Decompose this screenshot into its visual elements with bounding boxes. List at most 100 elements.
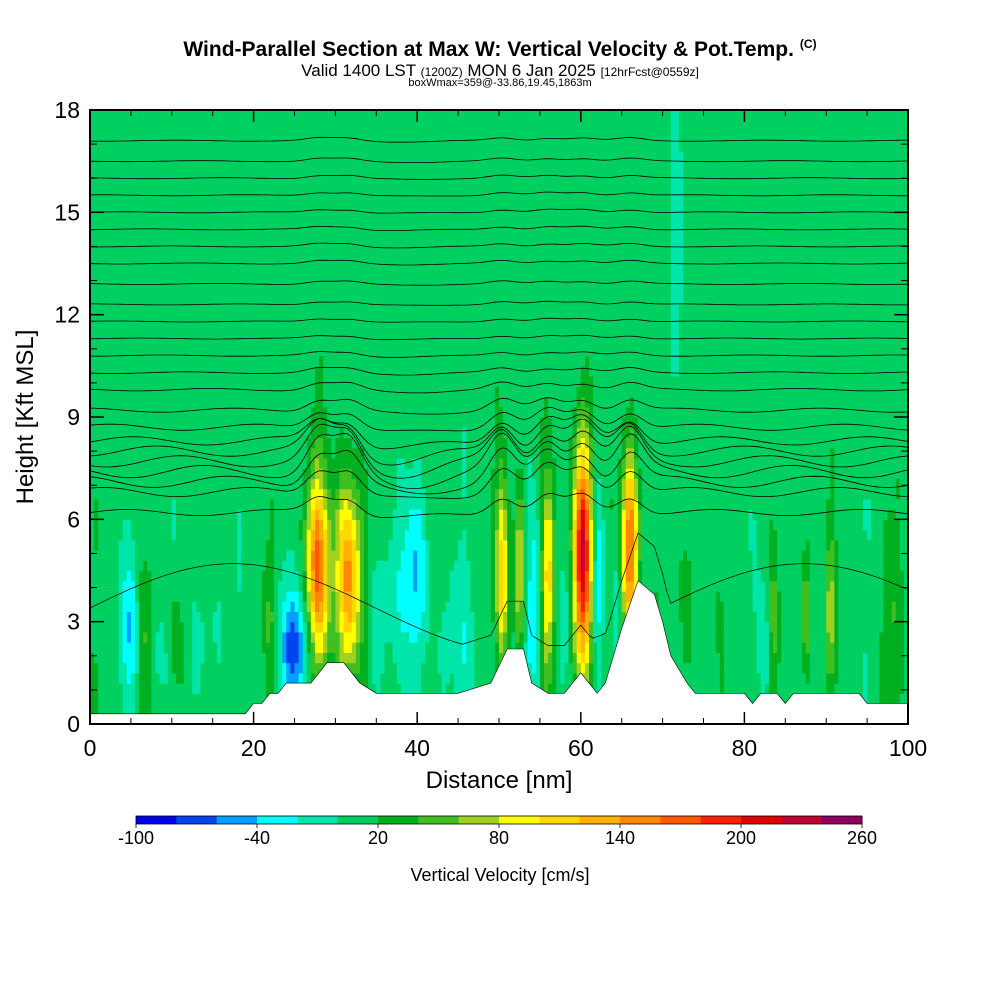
- field-cell: [233, 283, 238, 295]
- field-cell: [282, 529, 287, 541]
- field-cell: [216, 304, 222, 316]
- field-cell: [380, 457, 386, 469]
- field-cell: [118, 498, 124, 510]
- field-cell: [294, 386, 300, 398]
- field-cell: [188, 386, 193, 398]
- field-cell: [355, 652, 361, 664]
- field-cell: [298, 642, 304, 653]
- field-cell: [368, 253, 373, 265]
- field-cell: [355, 447, 361, 459]
- field-cell: [400, 396, 406, 408]
- field-cell: [155, 304, 161, 316]
- field-cell: [167, 140, 173, 152]
- field-cell: [323, 181, 328, 193]
- field-cell: [134, 150, 140, 162]
- field-cell: [302, 611, 308, 623]
- field-cell: [90, 222, 95, 234]
- field-cell: [261, 652, 267, 664]
- field-cell: [188, 355, 193, 367]
- field-cell: [212, 110, 218, 121]
- field-cell: [400, 212, 406, 224]
- field-cell: [327, 283, 332, 295]
- field-cell: [355, 601, 361, 613]
- field-cell: [261, 539, 267, 551]
- field-cell: [179, 202, 185, 213]
- field-cell: [249, 498, 255, 510]
- field-cell: [314, 529, 320, 541]
- field-cell: [368, 519, 373, 531]
- field-cell: [302, 427, 308, 439]
- field-cell: [151, 437, 157, 449]
- field-cell: [314, 263, 320, 275]
- field-cell: [323, 304, 328, 316]
- field-cell: [188, 601, 193, 613]
- field-cell: [290, 406, 296, 418]
- field-cell: [220, 202, 226, 213]
- field-cell: [261, 120, 267, 132]
- field-cell: [409, 437, 414, 449]
- field-cell: [167, 273, 173, 285]
- field-cell: [98, 683, 103, 694]
- field-cell: [368, 683, 373, 694]
- field-cell: [122, 386, 128, 398]
- field-cell: [184, 457, 189, 469]
- field-cell: [388, 345, 394, 357]
- field-cell: [274, 253, 279, 265]
- field-cell: [339, 611, 345, 623]
- field-cell: [310, 314, 316, 326]
- field-cell: [171, 304, 177, 316]
- field-cell: [413, 396, 418, 408]
- field-cell: [351, 437, 357, 449]
- field-cell: [237, 202, 242, 213]
- field-cell: [282, 232, 287, 244]
- field-cell: [229, 611, 234, 623]
- field-cell: [327, 304, 332, 316]
- field-cell: [167, 529, 173, 541]
- field-cell: [171, 631, 177, 643]
- field-cell: [302, 161, 308, 172]
- field-cell: [147, 642, 152, 653]
- field-cell: [396, 355, 402, 367]
- field-cell: [212, 478, 218, 490]
- field-cell: [327, 294, 332, 306]
- field-cell: [286, 161, 292, 172]
- field-cell: [400, 355, 406, 367]
- field-cell: [196, 171, 202, 183]
- field-cell: [159, 519, 165, 531]
- field-cell: [171, 376, 177, 387]
- field-cell: [388, 253, 394, 265]
- field-cell: [134, 652, 140, 664]
- field-cell: [249, 570, 255, 582]
- field-cell: [175, 283, 181, 295]
- field-cell: [359, 253, 365, 265]
- field-cell: [290, 304, 296, 316]
- field-cell: [425, 263, 431, 275]
- field-cell: [282, 273, 287, 285]
- field-cell: [208, 191, 214, 203]
- field-cell: [306, 417, 312, 428]
- field-cell: [143, 396, 148, 408]
- field-cell: [335, 539, 341, 551]
- field-cell: [102, 345, 107, 357]
- field-cell: [163, 355, 169, 367]
- field-cell: [224, 529, 230, 541]
- field-cell: [327, 263, 332, 275]
- field-cell: [241, 110, 247, 121]
- field-cell: [323, 130, 328, 142]
- field-cell: [163, 304, 169, 316]
- field-cell: [335, 355, 341, 367]
- field-cell: [224, 130, 230, 142]
- field-cell: [118, 580, 124, 592]
- field-cell: [229, 314, 234, 326]
- field-cell: [249, 110, 255, 121]
- field-cell: [102, 110, 107, 121]
- field-cell: [130, 601, 136, 613]
- field-cell: [155, 355, 161, 367]
- field-cell: [319, 191, 324, 203]
- field-cell: [302, 621, 308, 633]
- field-cell: [233, 294, 238, 306]
- field-cell: [196, 580, 202, 592]
- field-cell: [204, 171, 210, 183]
- field-cell: [310, 304, 316, 316]
